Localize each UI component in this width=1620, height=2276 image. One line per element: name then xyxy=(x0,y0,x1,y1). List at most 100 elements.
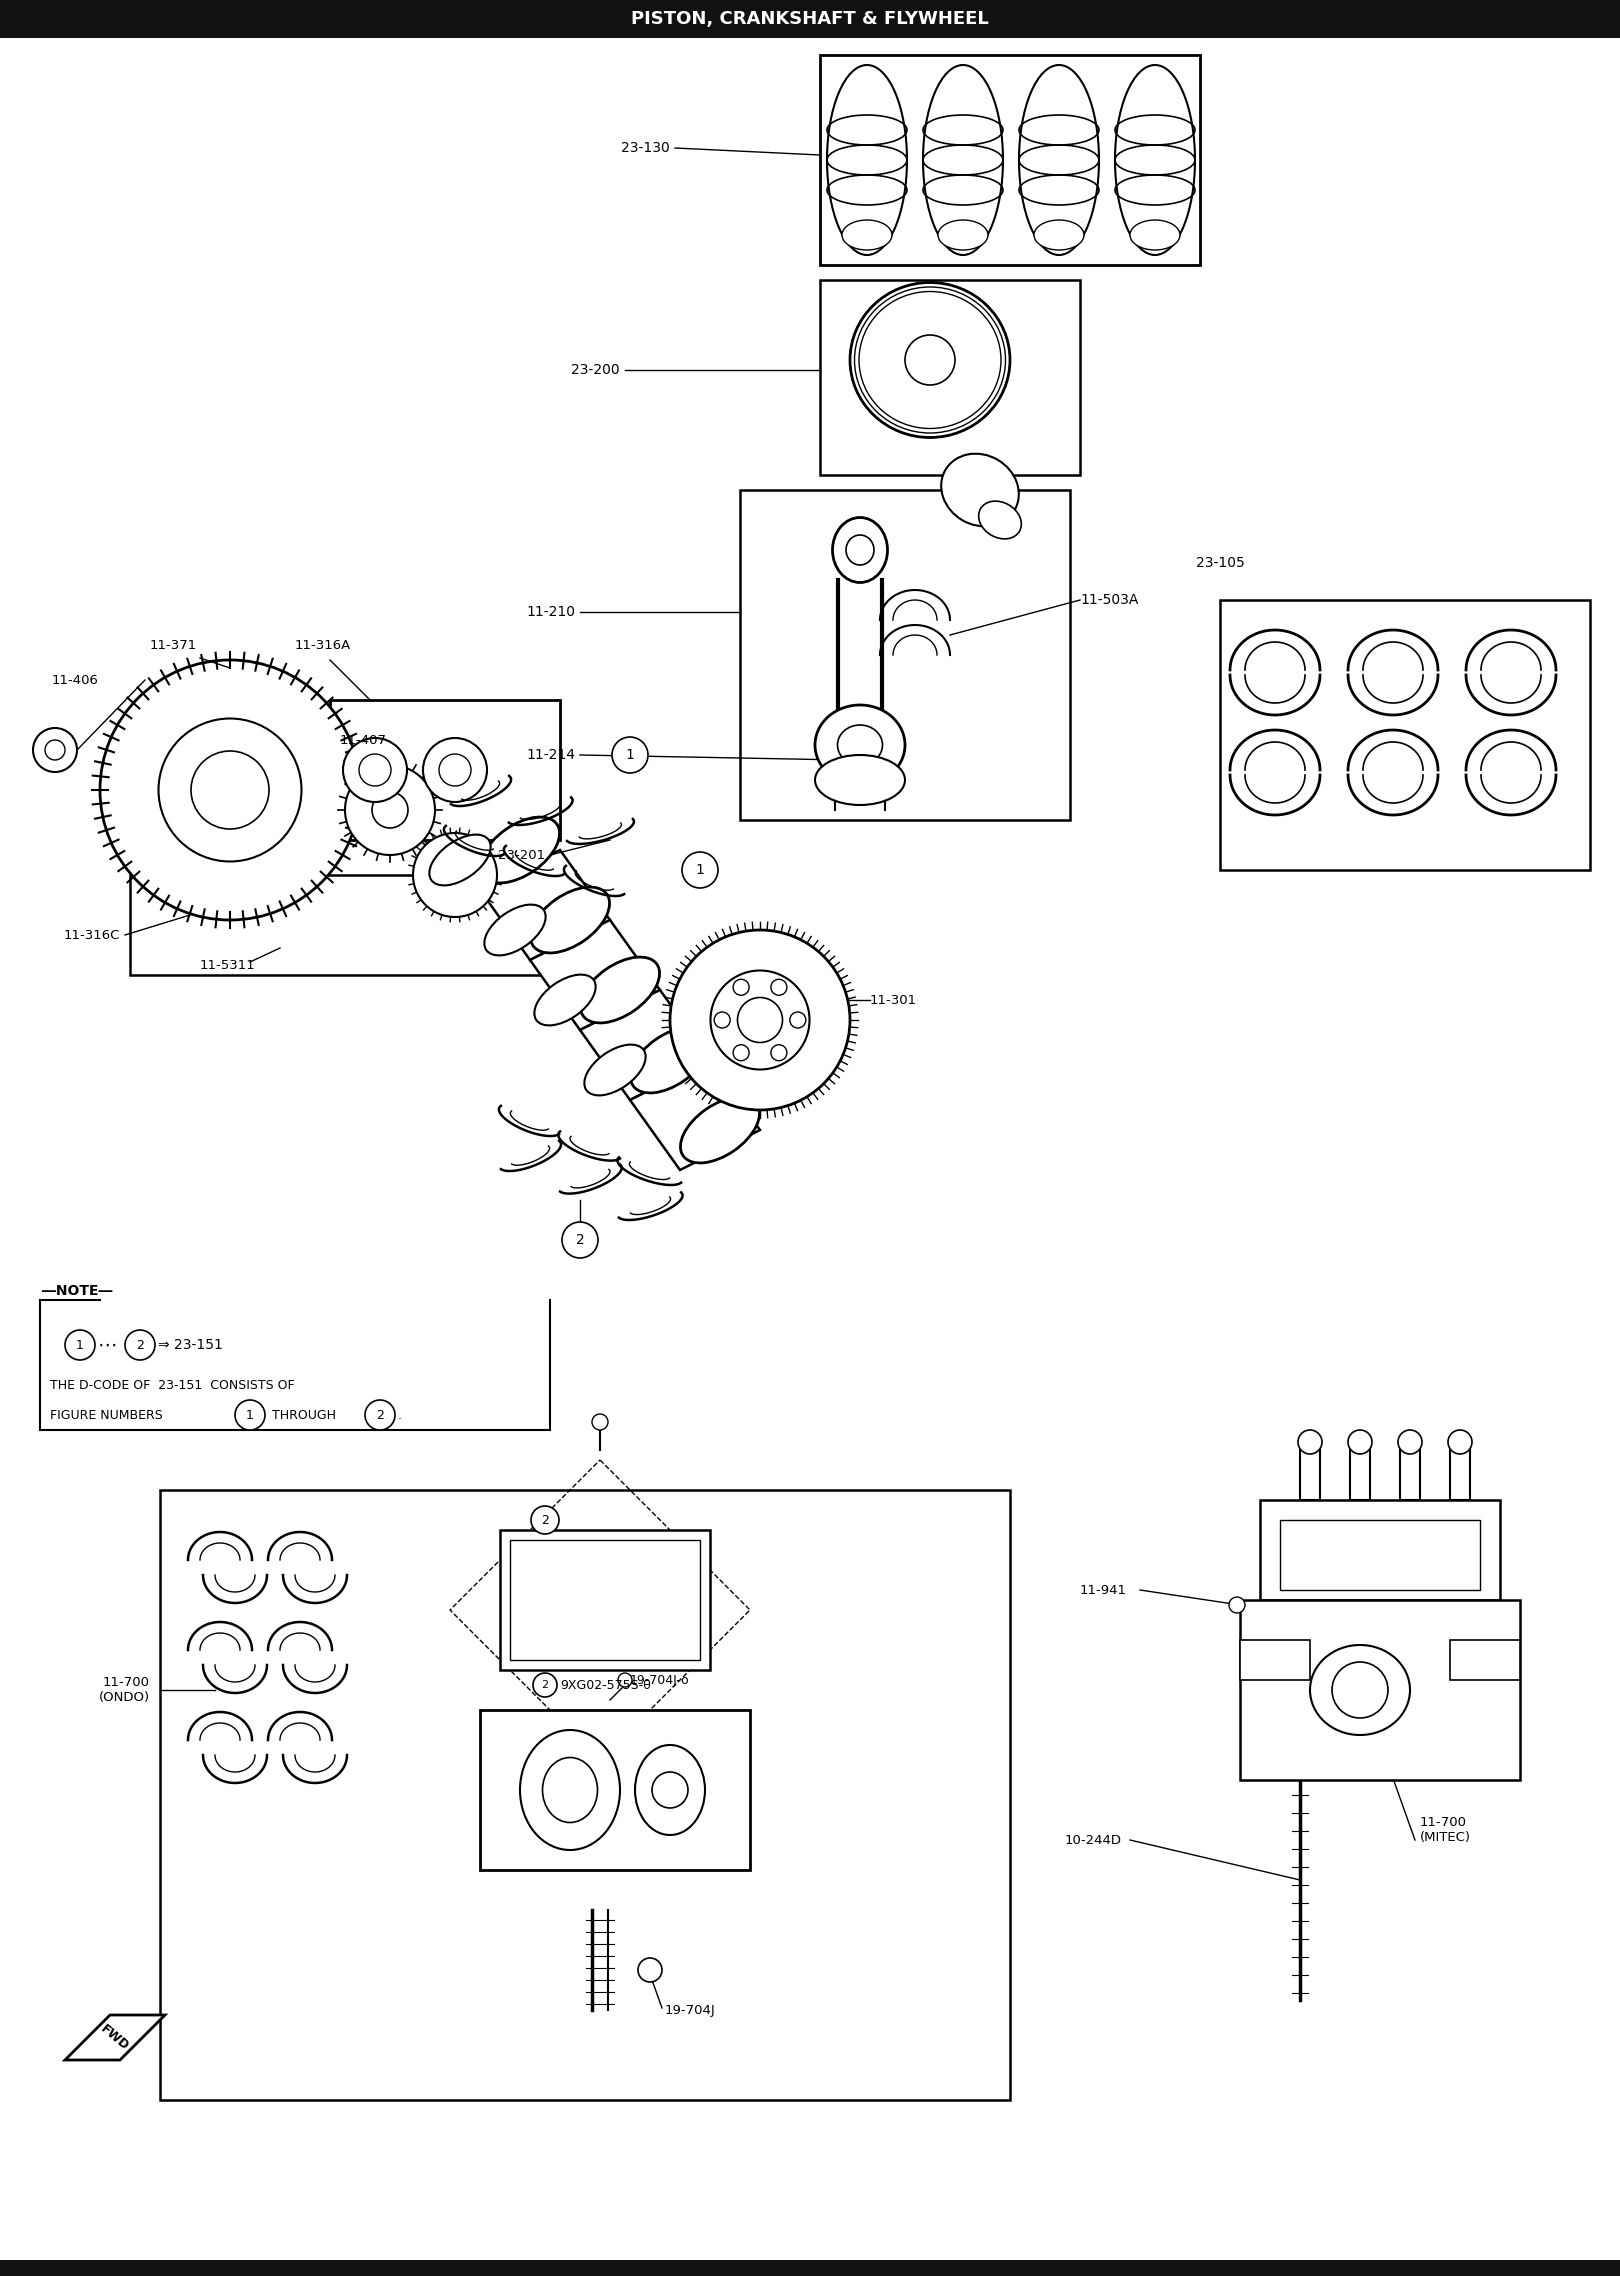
Text: 1: 1 xyxy=(246,1409,254,1422)
Circle shape xyxy=(423,737,488,801)
Ellipse shape xyxy=(429,835,491,885)
Text: 1: 1 xyxy=(76,1338,84,1352)
Circle shape xyxy=(671,931,850,1111)
Circle shape xyxy=(1332,1661,1388,1718)
Text: 11-316C: 11-316C xyxy=(63,929,120,942)
Text: ⇒ 23-151: ⇒ 23-151 xyxy=(159,1338,224,1352)
Text: 9XG02-575S-θ: 9XG02-575S-θ xyxy=(561,1677,651,1691)
Ellipse shape xyxy=(938,221,988,250)
Text: 10-244D: 10-244D xyxy=(1064,1834,1123,1846)
Text: 2: 2 xyxy=(541,1514,549,1527)
Circle shape xyxy=(714,1013,731,1029)
Text: 11-301: 11-301 xyxy=(870,995,917,1006)
Bar xyxy=(1239,1600,1520,1780)
Ellipse shape xyxy=(923,66,1003,255)
Circle shape xyxy=(159,719,301,863)
Bar xyxy=(820,280,1081,476)
Ellipse shape xyxy=(481,817,559,883)
Bar xyxy=(0,0,1620,39)
Text: FWD: FWD xyxy=(99,2023,131,2053)
Text: 11-941: 11-941 xyxy=(1081,1584,1128,1595)
Circle shape xyxy=(65,1329,96,1361)
Circle shape xyxy=(562,1222,598,1259)
Bar xyxy=(480,1709,750,1871)
Ellipse shape xyxy=(978,501,1021,539)
Text: 11-214: 11-214 xyxy=(526,749,575,762)
Ellipse shape xyxy=(520,1730,620,1850)
Text: 11-407: 11-407 xyxy=(340,733,387,747)
Ellipse shape xyxy=(838,726,883,765)
Ellipse shape xyxy=(826,66,907,255)
Circle shape xyxy=(1230,1598,1246,1614)
Circle shape xyxy=(734,1045,748,1061)
Text: FIGURE NUMBERS: FIGURE NUMBERS xyxy=(50,1409,167,1422)
Text: 2: 2 xyxy=(541,1680,549,1691)
Bar xyxy=(1400,1445,1421,1500)
Circle shape xyxy=(531,1507,559,1534)
Ellipse shape xyxy=(580,956,659,1022)
Circle shape xyxy=(612,737,648,774)
Ellipse shape xyxy=(941,453,1019,526)
Circle shape xyxy=(100,660,360,920)
Text: THE D-CODE OF  23-151  CONSISTS OF: THE D-CODE OF 23-151 CONSISTS OF xyxy=(50,1379,295,1391)
Circle shape xyxy=(364,1400,395,1429)
Polygon shape xyxy=(65,2014,165,2060)
Text: 1: 1 xyxy=(625,749,635,762)
Text: 2: 2 xyxy=(575,1234,585,1247)
Ellipse shape xyxy=(850,282,1009,437)
Circle shape xyxy=(345,765,436,856)
Bar xyxy=(1220,601,1589,869)
Bar xyxy=(130,874,539,974)
Circle shape xyxy=(734,979,748,995)
Ellipse shape xyxy=(906,335,956,385)
Bar xyxy=(740,489,1069,819)
Circle shape xyxy=(533,1673,557,1698)
Polygon shape xyxy=(530,920,659,1031)
Circle shape xyxy=(191,751,269,828)
Text: 19-704J: 19-704J xyxy=(664,2003,716,2017)
Circle shape xyxy=(1398,1429,1422,1454)
Ellipse shape xyxy=(815,706,906,785)
Bar xyxy=(501,1529,710,1671)
Ellipse shape xyxy=(530,888,609,954)
Circle shape xyxy=(638,1957,663,1982)
Polygon shape xyxy=(630,1061,760,1170)
Ellipse shape xyxy=(1019,66,1098,255)
Text: ―NOTE―: ―NOTE― xyxy=(42,1284,112,1297)
Ellipse shape xyxy=(680,1097,760,1163)
Text: THROUGH: THROUGH xyxy=(267,1409,340,1422)
Text: 19-704J-o: 19-704J-o xyxy=(630,1673,690,1687)
Circle shape xyxy=(32,728,78,772)
Circle shape xyxy=(235,1400,266,1429)
Ellipse shape xyxy=(815,756,906,806)
Ellipse shape xyxy=(842,221,893,250)
Polygon shape xyxy=(480,849,611,960)
Text: 11-316A: 11-316A xyxy=(295,640,352,651)
Bar xyxy=(330,701,561,840)
Circle shape xyxy=(737,997,782,1042)
Text: 23-201: 23-201 xyxy=(497,849,544,863)
Text: 23-105: 23-105 xyxy=(1196,555,1244,569)
Ellipse shape xyxy=(635,1746,705,1834)
Ellipse shape xyxy=(846,535,875,564)
Ellipse shape xyxy=(1311,1646,1409,1734)
Circle shape xyxy=(360,753,390,785)
Circle shape xyxy=(1348,1429,1372,1454)
Ellipse shape xyxy=(630,1026,710,1092)
Polygon shape xyxy=(580,990,710,1099)
Circle shape xyxy=(682,851,718,888)
Bar xyxy=(1450,1445,1469,1500)
Circle shape xyxy=(413,833,497,917)
Circle shape xyxy=(1298,1429,1322,1454)
Circle shape xyxy=(373,792,408,828)
Circle shape xyxy=(617,1673,632,1687)
Circle shape xyxy=(591,1413,608,1429)
Bar xyxy=(1260,1500,1500,1600)
Bar xyxy=(1239,1641,1311,1680)
Bar xyxy=(1280,1520,1481,1591)
Ellipse shape xyxy=(1131,221,1179,250)
Bar xyxy=(0,2260,1620,2276)
Text: 11-503A: 11-503A xyxy=(1081,594,1139,608)
Bar xyxy=(510,1541,700,1659)
Bar xyxy=(1450,1641,1520,1680)
